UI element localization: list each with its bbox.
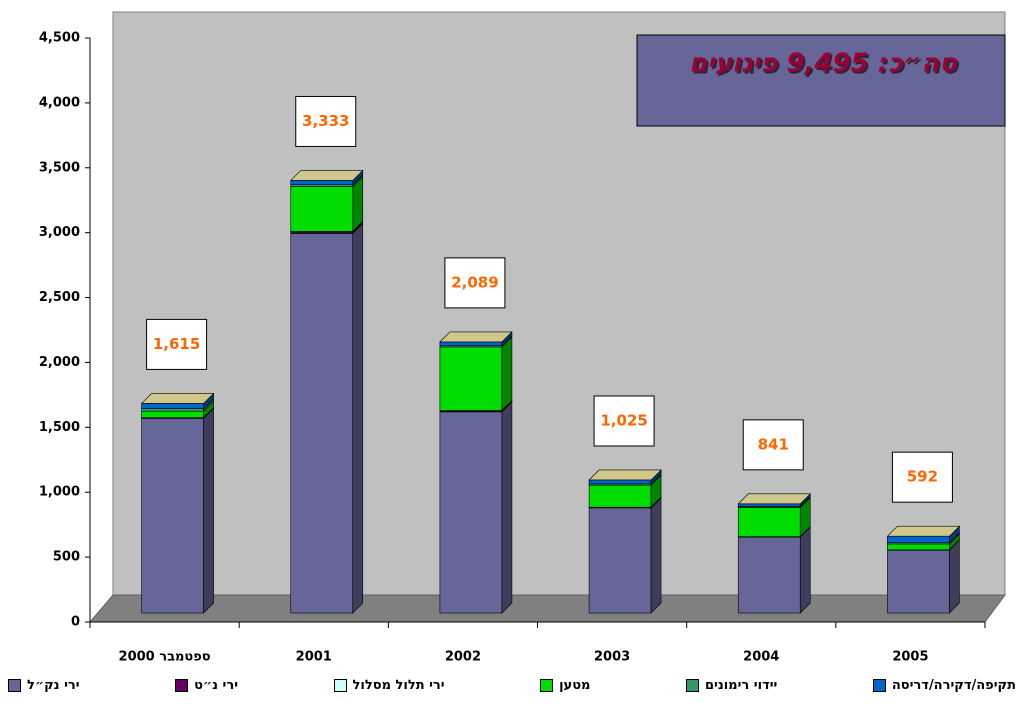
legend-label: ירי נק״ל (27, 678, 80, 693)
total-box (891, 451, 953, 503)
x-tick-label: 2001 (296, 650, 332, 665)
y-tick-label: 3,500 (39, 160, 80, 175)
bar-segment (887, 543, 950, 551)
bar-segment (439, 411, 503, 614)
bar-segment (141, 410, 204, 418)
legend-label: ירי נ״ט (194, 678, 239, 693)
bar-segment (887, 549, 950, 614)
legend-item: יידוי רימונים (685, 678, 778, 693)
total-label: 2,089 (451, 273, 498, 291)
bar-top (588, 469, 662, 481)
total-label: 3,333 (302, 112, 349, 130)
y-tick-label: 4,000 (39, 95, 80, 110)
bar-side (203, 407, 214, 614)
total-label: 592 (907, 468, 938, 486)
x-tick-label: 2004 (743, 650, 779, 665)
chart: סה״כ: 9,495 פיגועים סה״כ: 9,495 פיגועים … (39, 11, 1006, 665)
legend-item: ירי נ״ט (175, 678, 238, 693)
legend-swatch (175, 679, 189, 692)
total-box (146, 318, 208, 370)
bar-segment (141, 408, 204, 412)
y-tick-label: 500 (53, 550, 80, 565)
bar-segment (141, 403, 204, 409)
bar-segment (737, 507, 801, 537)
bar-segment (588, 484, 652, 508)
bar-side (949, 539, 960, 614)
x-tick-label: ספטמבר 2000 (119, 650, 211, 665)
floor (88, 594, 1006, 623)
bar-side (799, 526, 811, 614)
legend-item: ירי נק״ל (8, 678, 80, 693)
y-tick-label: 1,000 (39, 485, 80, 500)
annotation-box (636, 34, 1006, 127)
y-tick-label: 4,500 (39, 31, 80, 46)
legend-swatch (8, 679, 21, 692)
bar-side (501, 401, 513, 614)
bar-segment (290, 186, 354, 232)
bar-segment (588, 507, 652, 614)
total-label: 1,025 (600, 411, 647, 429)
bar-segment (290, 180, 354, 186)
bar-segment (737, 536, 801, 614)
total-box (593, 395, 655, 447)
bar-segment (439, 346, 503, 411)
bar-top (886, 525, 961, 537)
x-tick-label: 2002 (445, 650, 481, 665)
annotation: סה״כ: 9,495 פיגועים (689, 49, 958, 79)
bar-side (352, 222, 364, 614)
bar-side (650, 497, 662, 614)
bar-segment (737, 503, 801, 507)
y-tick-label: 3,000 (39, 225, 80, 240)
legend-label: יידוי רימונים (704, 678, 778, 693)
bar-top (737, 493, 811, 505)
legend-swatch (333, 679, 347, 692)
total-box (444, 257, 506, 309)
bar-segment (588, 479, 652, 485)
legend-swatch (540, 679, 554, 692)
y-tick-label: 2,500 (39, 290, 80, 305)
total-box (295, 95, 357, 147)
y-tick-label: 2,000 (39, 355, 80, 370)
legend-label: מטען (559, 678, 591, 693)
total-label: 841 (758, 435, 789, 453)
annotation-shadow: סה״כ: 9,495 פיגועים (691, 51, 960, 81)
bar-side (501, 336, 513, 412)
legend-swatch (872, 679, 886, 692)
bar-top (290, 170, 364, 181)
bar-segment (290, 233, 354, 614)
legend-label: ירי תלול מסלול (352, 678, 445, 693)
y-tick-label: 1,500 (39, 420, 80, 435)
bar-top (439, 331, 513, 343)
bar-segment (887, 535, 950, 543)
legend-item: תקיפה/דקירה/דריסה (872, 678, 1016, 693)
x-tick-label: 2003 (594, 650, 630, 665)
legend: ירי נק״ל ירי נ״ט ירי תלול מסלול מטען יידוי ר… (8, 678, 1016, 693)
bar-segment (141, 418, 204, 614)
x-tick-label: 2005 (892, 650, 928, 665)
total-box (742, 419, 804, 471)
legend-item: מטען (540, 678, 590, 693)
bar-top (140, 393, 215, 404)
bar-segment (439, 341, 503, 346)
y-tick-label: 0 (71, 615, 80, 630)
legend-label: תקיפה/דקירה/דריסה (891, 678, 1016, 693)
total-label: 1,615 (153, 335, 200, 353)
legend-item: ירי תלול מסלול (333, 678, 445, 693)
legend-swatch (685, 679, 699, 692)
